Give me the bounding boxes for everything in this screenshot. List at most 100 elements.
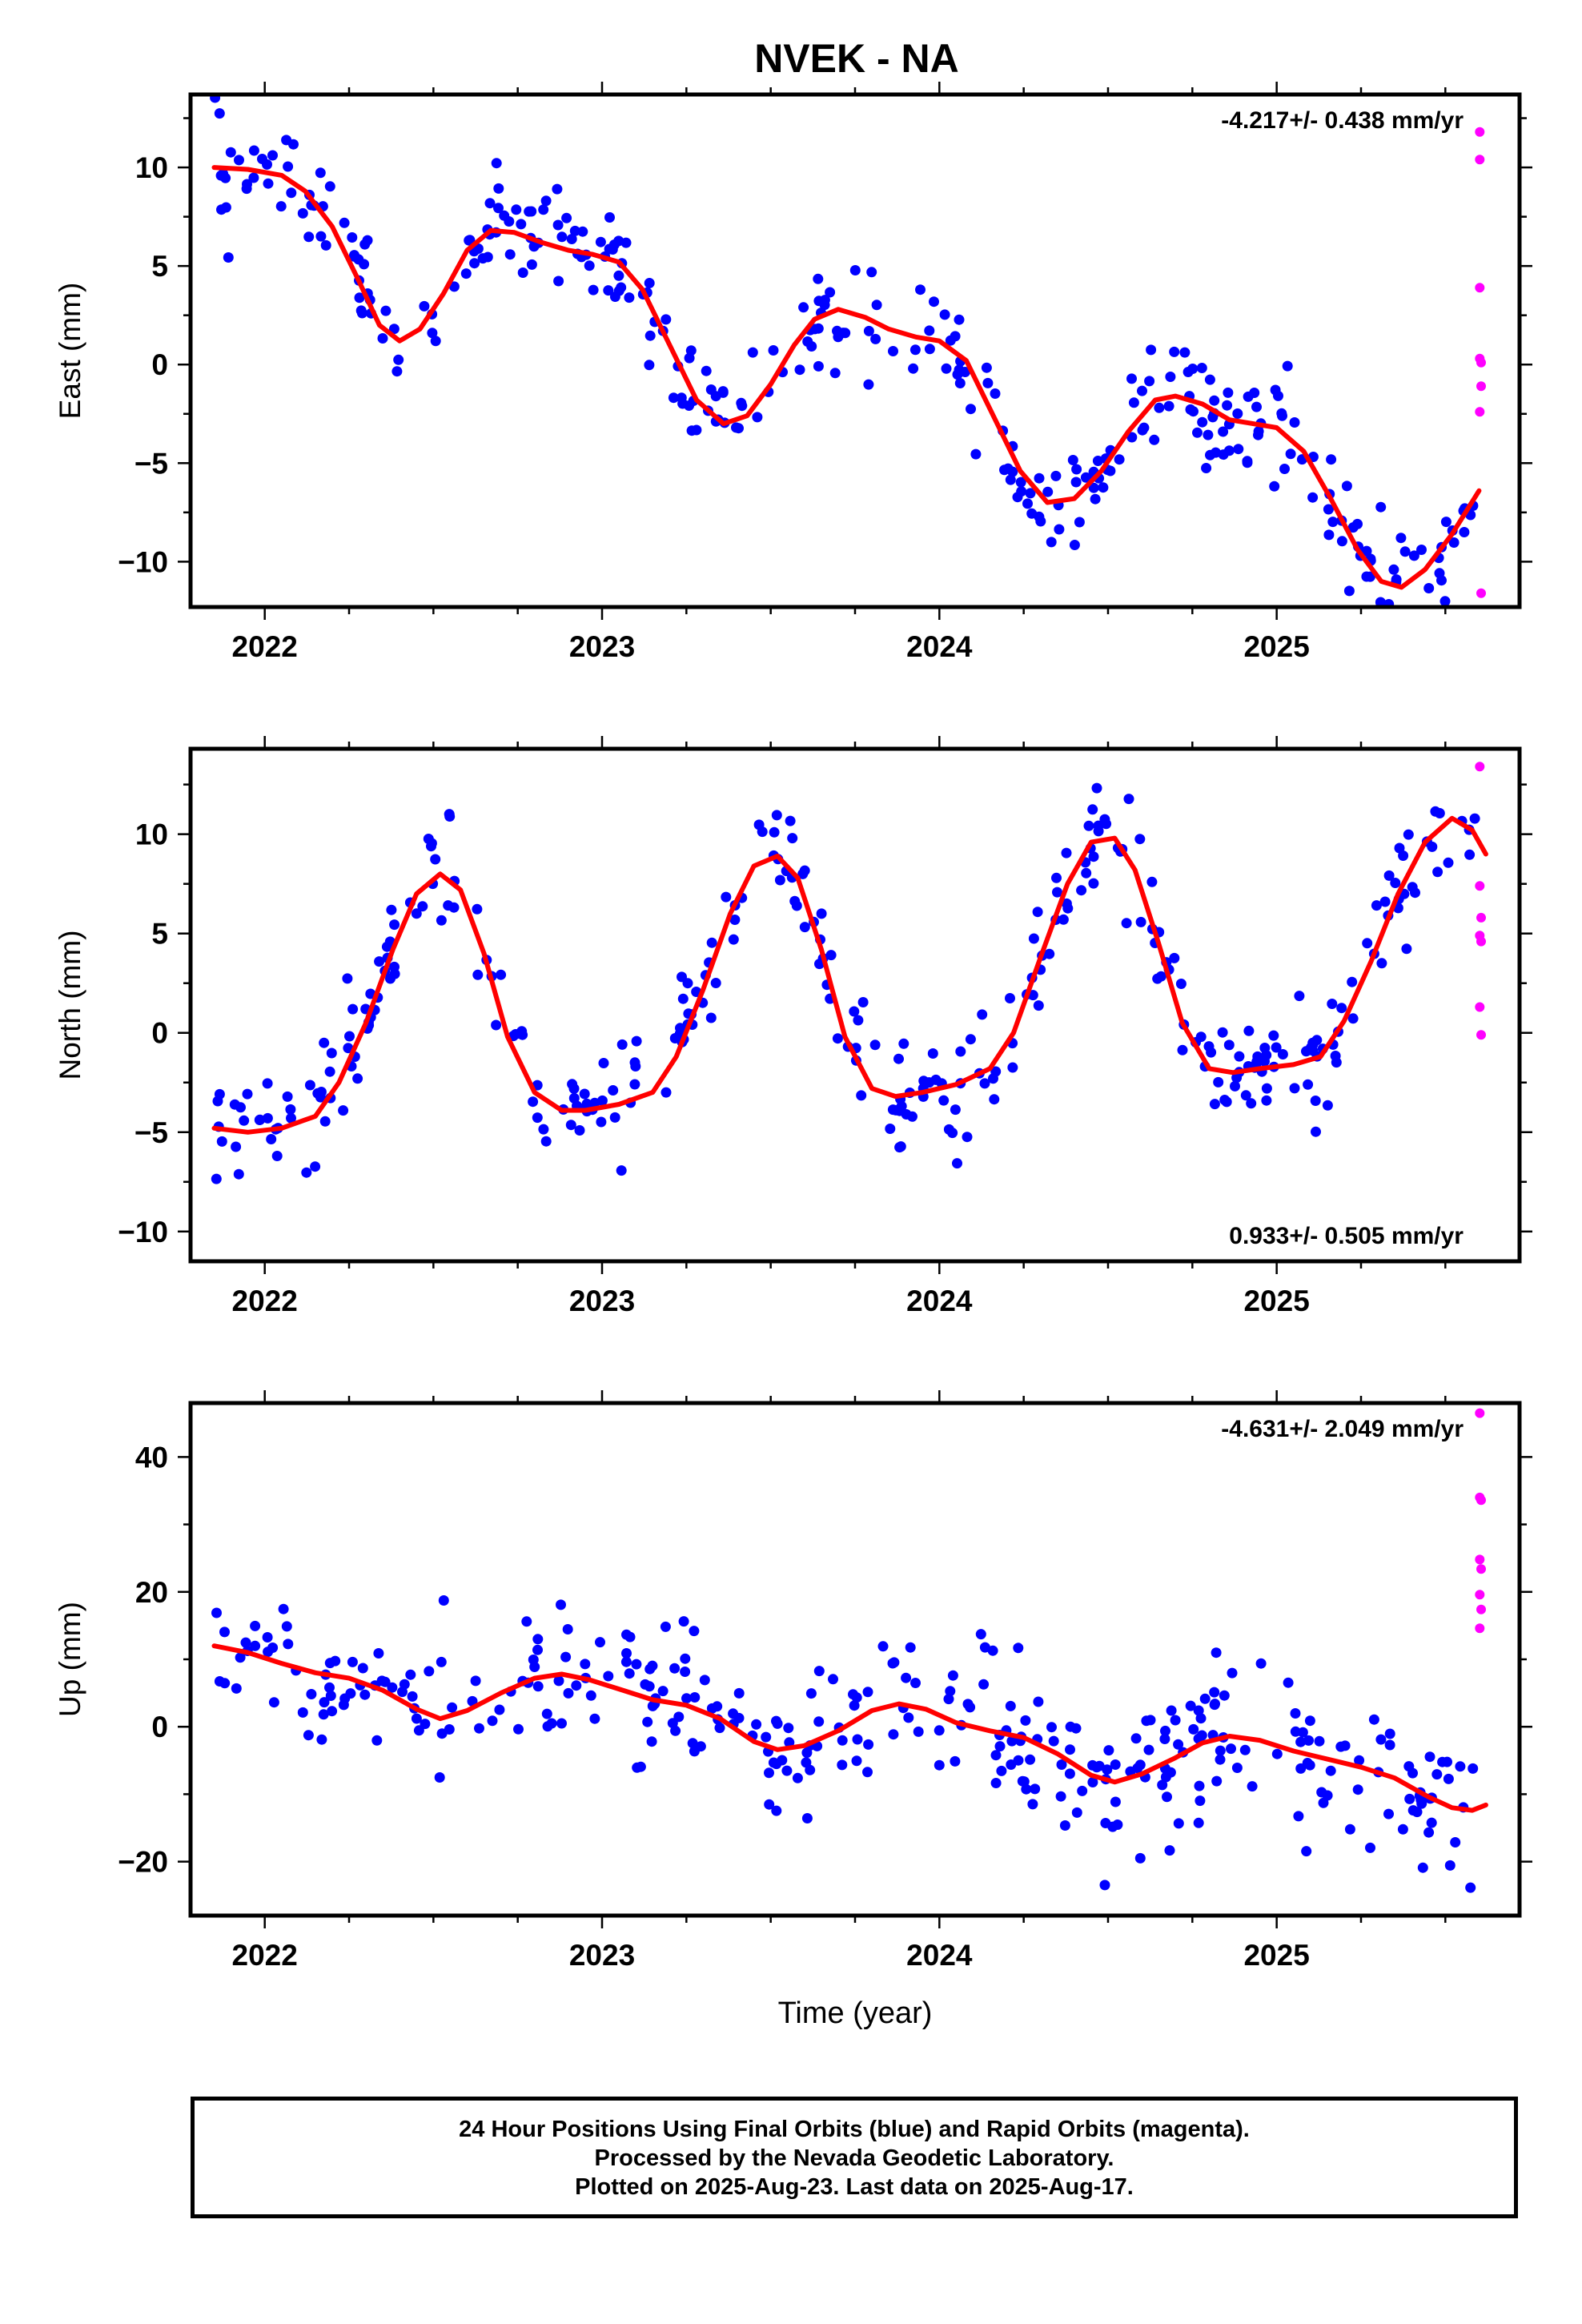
- final-orbit-point: [574, 1125, 585, 1136]
- final-orbit-point: [1146, 876, 1158, 887]
- final-orbit-point: [1076, 885, 1087, 896]
- final-orbit-point: [1251, 1058, 1262, 1069]
- final-orbit-point: [1448, 537, 1460, 548]
- final-orbit-point: [813, 1666, 825, 1677]
- final-orbit-point: [538, 204, 549, 215]
- final-orbit-point: [729, 915, 741, 925]
- final-orbit-point: [1381, 612, 1391, 622]
- final-orbit-point: [901, 1109, 912, 1120]
- final-orbit-point: [852, 1734, 863, 1745]
- final-orbit-point: [1330, 1051, 1341, 1061]
- final-orbit-point: [705, 384, 717, 395]
- final-orbit-point: [877, 1641, 889, 1652]
- final-orbit-point: [1469, 813, 1480, 824]
- final-orbit-point: [1246, 1098, 1257, 1109]
- final-orbit-point: [862, 1687, 873, 1698]
- final-orbit-point: [1294, 991, 1305, 1002]
- final-orbit-point: [562, 1624, 573, 1634]
- final-orbit-point: [924, 344, 935, 355]
- final-orbit-point: [271, 1151, 283, 1161]
- final-orbit-point: [482, 251, 493, 263]
- final-orbit-point: [814, 959, 825, 970]
- final-orbit-point: [1271, 1042, 1282, 1053]
- final-orbit-point: [377, 333, 388, 344]
- final-orbit-point: [1379, 896, 1391, 907]
- final-orbit-point: [1273, 390, 1283, 401]
- final-orbit-point: [1121, 918, 1132, 929]
- final-orbit-point: [470, 1675, 481, 1687]
- final-orbit-point: [1157, 1779, 1168, 1791]
- final-orbit-point: [391, 366, 403, 377]
- final-orbit-point: [491, 1019, 502, 1031]
- final-orbit-point: [1064, 1768, 1075, 1779]
- final-orbit-point: [1012, 492, 1023, 503]
- final-orbit-point: [1059, 1820, 1070, 1831]
- final-orbit-point: [667, 1718, 678, 1729]
- final-orbit-point: [1193, 1817, 1204, 1828]
- final-orbit-point: [1164, 1845, 1175, 1856]
- plot-area: [211, 1408, 1488, 1893]
- final-orbit-point: [989, 1094, 1000, 1105]
- final-orbit-point: [1322, 1100, 1333, 1111]
- final-orbit-point: [1354, 1755, 1365, 1766]
- footer-line-1: 24 Hour Positions Using Final Orbits (bl…: [459, 2117, 1250, 2142]
- final-orbit-point: [680, 1653, 691, 1664]
- final-orbit-point: [635, 1761, 646, 1772]
- rapid-orbit-point: [1475, 1408, 1485, 1418]
- final-orbit-point: [1046, 1722, 1057, 1733]
- final-orbit-point: [552, 219, 564, 231]
- final-orbit-point: [934, 1759, 945, 1771]
- final-orbit-point: [1375, 597, 1386, 607]
- final-orbit-point: [320, 239, 331, 251]
- final-orbit-point: [1439, 596, 1451, 607]
- plot-frame: [188, 746, 1522, 1264]
- final-orbit-point: [1230, 1080, 1240, 1092]
- final-orbit-point: [393, 354, 404, 365]
- final-orbit-point: [493, 183, 504, 194]
- final-orbit-point: [385, 973, 396, 984]
- final-orbit-point: [532, 1681, 544, 1692]
- final-orbit-point: [794, 364, 805, 376]
- north-panel: 2022 2023 2024 2025 −10 −5 0 5 10 North (mm) 0.933…: [54, 736, 1532, 1317]
- final-orbit-point: [447, 1702, 458, 1713]
- final-orbit-point: [1307, 492, 1319, 503]
- final-orbit-point: [1434, 808, 1445, 818]
- final-orbit-point: [620, 1656, 632, 1667]
- final-orbit-point: [386, 904, 397, 915]
- final-orbit-point: [1323, 504, 1334, 515]
- final-orbit-point: [584, 260, 595, 271]
- final-orbit-point: [952, 1158, 962, 1169]
- final-orbit-point: [303, 231, 315, 243]
- final-orbit-point: [684, 352, 695, 364]
- final-orbit-point: [1205, 449, 1215, 460]
- final-orbit-point: [792, 1772, 803, 1783]
- final-orbit-point: [1087, 1777, 1098, 1787]
- final-orbit-point: [387, 1682, 398, 1693]
- final-orbit-point: [342, 973, 353, 984]
- final-orbit-point: [714, 1723, 725, 1734]
- final-orbit-point: [233, 1168, 244, 1180]
- final-orbit-point: [1087, 1759, 1098, 1771]
- final-orbit-point: [1327, 517, 1339, 528]
- final-orbit-point: [620, 237, 632, 248]
- x-axis-label: Time (year): [778, 1996, 933, 2030]
- final-orbit-point: [494, 1704, 505, 1715]
- rapid-orbit-point: [1475, 762, 1485, 772]
- final-orbit-point: [680, 1667, 691, 1677]
- final-orbit-point: [1199, 1693, 1211, 1704]
- final-orbit-point: [344, 1031, 355, 1042]
- final-orbit-point: [1207, 412, 1219, 423]
- final-orbit-point: [1271, 1748, 1283, 1759]
- y-tick-label: −5: [135, 1116, 168, 1149]
- final-orbit-point: [1134, 834, 1146, 845]
- final-orbit-point: [1426, 1817, 1437, 1828]
- final-orbit-point: [1007, 1062, 1018, 1073]
- final-orbit-point: [347, 1003, 359, 1015]
- final-orbit-point: [405, 1669, 416, 1680]
- final-orbit-point: [863, 379, 874, 390]
- final-orbit-point: [1034, 511, 1045, 522]
- final-orbit-point: [444, 809, 455, 820]
- plot-area: [210, 94, 1486, 622]
- final-orbit-point: [318, 1709, 329, 1720]
- final-orbit-point: [297, 207, 308, 219]
